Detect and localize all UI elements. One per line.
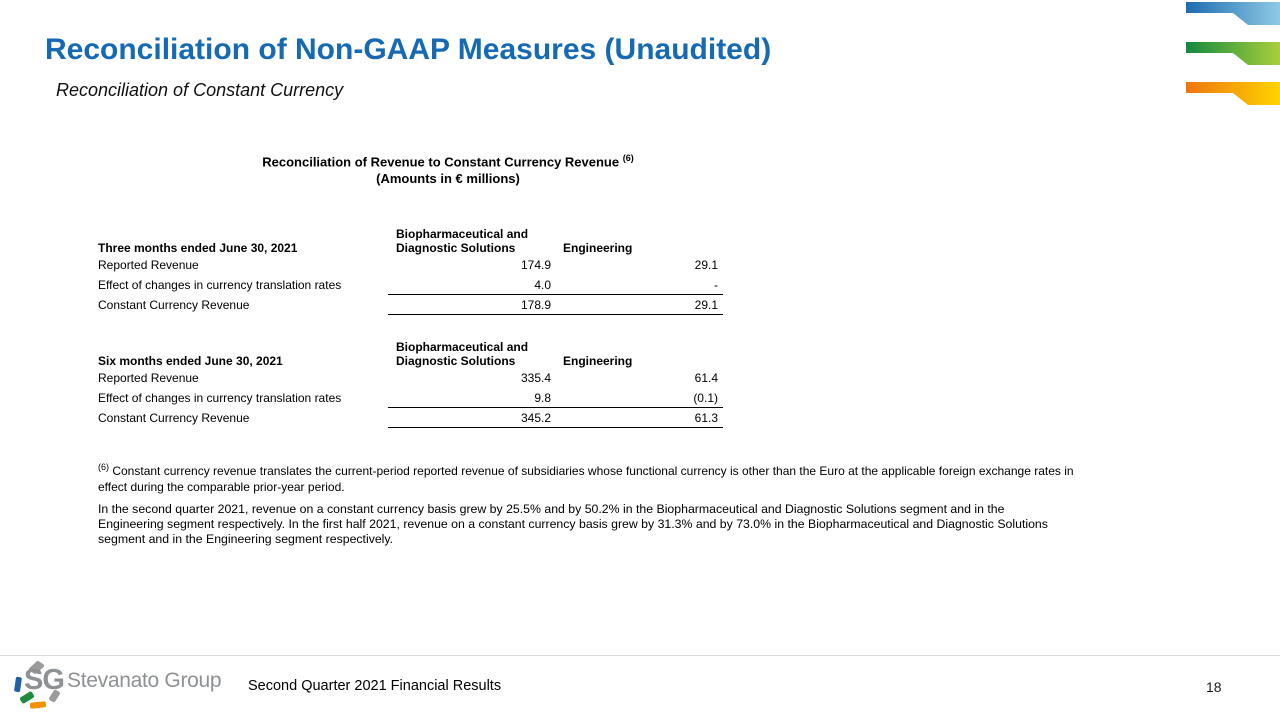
table-title-units: (Amounts in € millions) [376,171,520,187]
value-engineering: (0.1) [693,391,718,405]
column-header-bds-line2: Diagnostic Solutions [396,354,516,368]
row-label: Effect of changes in currency translatio… [98,391,342,405]
value-bds: 178.9 [520,298,551,312]
footnote-ref: (6) [98,462,109,472]
table-header-row: Six months ended June 30, 2021 Biopharma… [98,335,723,368]
footnote: (6) Constant currency revenue translates… [98,459,1078,495]
table-row: Constant Currency Revenue 178.9 29.1 [98,295,723,315]
ribbon-green-icon [1186,42,1280,65]
footer-divider [0,655,1280,656]
stevanato-group-logo: SG Stevanato Group [13,660,224,715]
row-values: 9.8 (0.1) [388,388,723,408]
table-title-line: Reconciliation of Revenue to Constant Cu… [170,150,726,170]
ribbon-blue-icon [1186,2,1280,25]
row-values: 345.2 61.3 [388,408,723,428]
column-header-engineering: Engineering [563,354,633,368]
row-label: Constant Currency Revenue [98,298,250,312]
table-three-months: Three months ended June 30, 2021 Biophar… [98,222,723,315]
column-header-bds-line1: Biopharmaceutical and [396,340,529,354]
footer-caption: Second Quarter 2021 Financial Results [248,678,502,694]
table-six-months: Six months ended June 30, 2021 Biopharma… [98,335,723,428]
table-row: Reported Revenue 174.9 29.1 [98,255,723,275]
logo-sg-text: SG [24,664,65,696]
row-values: 178.9 29.1 [388,295,723,315]
value-engineering: 61.3 [694,411,718,425]
period-label: Three months ended June 30, 2021 [98,241,298,255]
page-number: 18 [1206,679,1222,695]
value-bds: 4.0 [534,278,551,292]
row-label: Reported Revenue [98,258,199,272]
value-engineering: 61.4 [694,371,718,385]
row-label: Effect of changes in currency translatio… [98,278,342,292]
page-title: Reconciliation of Non-GAAP Measures (Una… [45,33,772,66]
table-title-footnote-ref: (6) [622,153,634,163]
ribbon-orange-icon [1186,82,1280,105]
value-engineering: 29.1 [694,298,718,312]
commentary-paragraph: In the second quarter 2021, revenue on a… [98,502,1048,546]
table-row: Effect of changes in currency translatio… [98,388,723,408]
column-header-bds-line2: Diagnostic Solutions [396,241,516,255]
logo-wordmark: Stevanato Group [67,669,222,692]
row-values: 174.9 29.1 [388,255,723,275]
row-values: 335.4 61.4 [388,368,723,388]
row-label: Reported Revenue [98,371,199,385]
column-header-bds-line1: Biopharmaceutical and [396,227,529,241]
table-row: Effect of changes in currency translatio… [98,275,723,295]
table-title-text: Reconciliation of Revenue to Constant Cu… [262,154,620,170]
column-header-bds: Biopharmaceutical and Diagnostic Solutio… [388,227,553,255]
value-bds: 345.2 [520,411,551,425]
value-engineering: 29.1 [694,258,718,272]
column-header-engineering: Engineering [563,241,633,255]
logo-mark-blue-icon [13,676,23,693]
value-engineering: - [714,278,718,292]
brand-ribbons [1186,2,1280,105]
value-bds: 335.4 [520,371,551,385]
footnote-text: Constant currency revenue translates the… [98,464,1074,494]
row-label: Constant Currency Revenue [98,411,250,425]
page-subtitle: Reconciliation of Constant Currency [56,80,344,100]
table-row: Reported Revenue 335.4 61.4 [98,368,723,388]
value-bds: 174.9 [520,258,551,272]
column-header-bds: Biopharmaceutical and Diagnostic Solutio… [388,340,553,368]
table-row: Constant Currency Revenue 345.2 61.3 [98,408,723,428]
period-label: Six months ended June 30, 2021 [98,354,283,368]
row-values: 4.0 - [388,275,723,295]
table-header-row: Three months ended June 30, 2021 Biophar… [98,222,723,255]
value-bds: 9.8 [534,391,551,405]
logo-mark-orange-icon [29,701,47,709]
table-title-block: Reconciliation of Revenue to Constant Cu… [170,150,726,187]
